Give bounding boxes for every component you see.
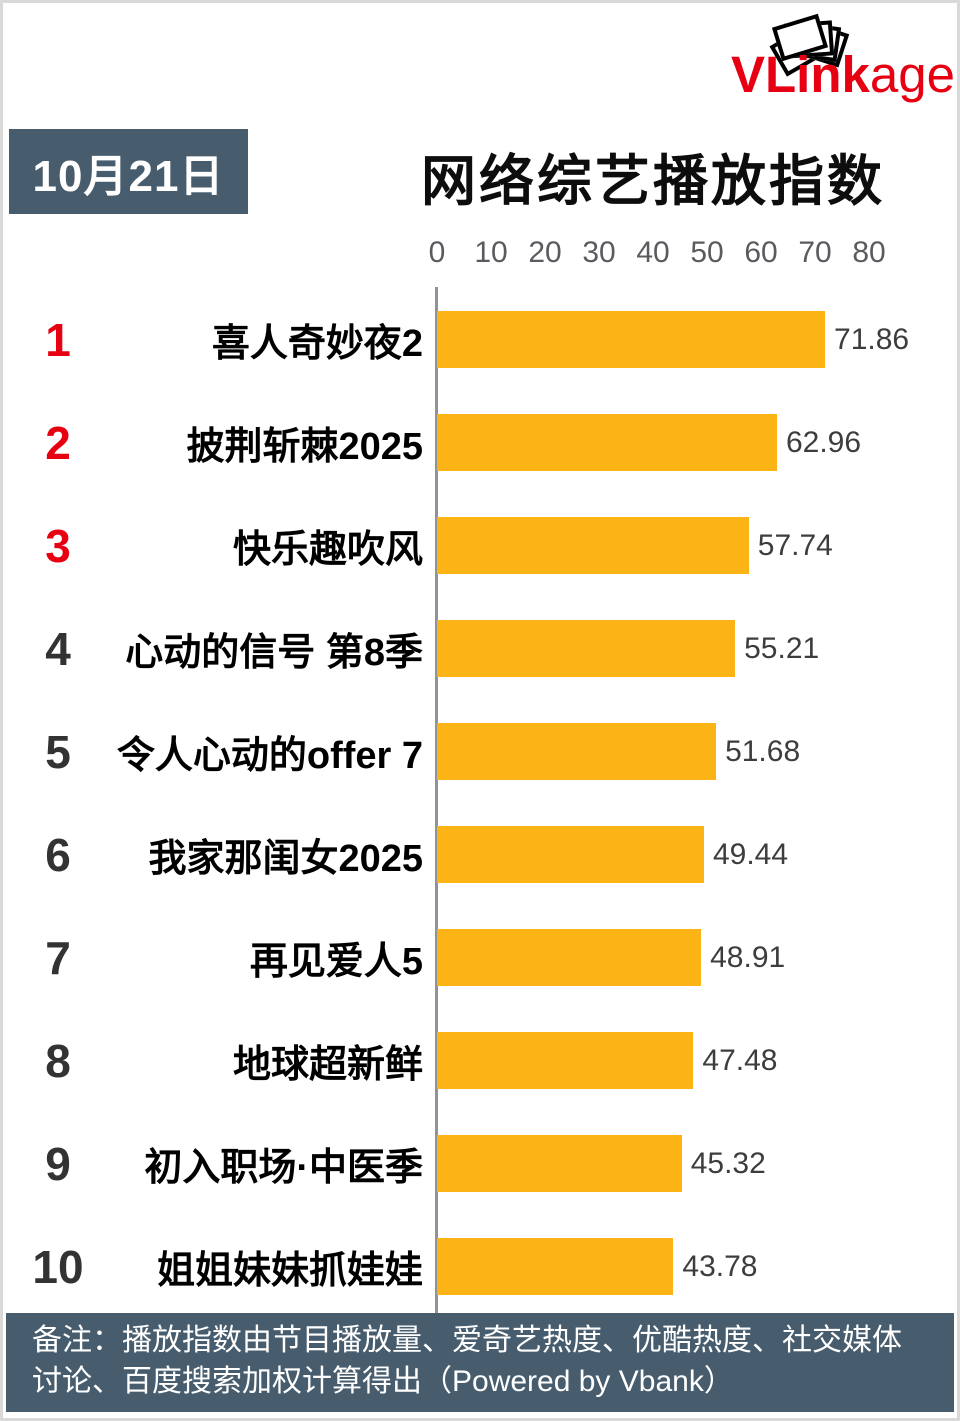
rank-number: 2 <box>45 416 71 469</box>
program-name: 披荆斩棘2025 <box>186 426 423 468</box>
bar-plot-area: 43.78 <box>437 1238 869 1295</box>
chart-row: 5 令人心动的offer 7 51.68 <box>3 700 957 803</box>
y-axis-line <box>435 287 438 1315</box>
date-badge: 10月21日 <box>9 129 248 214</box>
bar-plot-area: 57.74 <box>437 517 869 574</box>
value-label: 49.44 <box>712 837 789 871</box>
axis-tick-label: 70 <box>798 236 832 269</box>
axis-tick-label: 80 <box>852 236 886 269</box>
value-label: 48.91 <box>710 940 786 974</box>
value-label: 55.21 <box>744 631 820 665</box>
axis-tick-label: 30 <box>582 236 616 269</box>
page-title: 网络综艺播放指数 <box>420 150 885 212</box>
value-bar <box>437 723 717 780</box>
bar-chart-rows: 1 喜人奇妙夜2 71.86 2 披荆斩棘2025 62.96 3 快乐趣吹风 … <box>3 288 957 1318</box>
rank-number: 10 <box>32 1240 84 1293</box>
program-name: 我家那闺女2025 <box>148 838 423 880</box>
chart-row: 4 心动的信号 第8季 55.21 <box>3 597 957 700</box>
bar-plot-area: 62.96 <box>437 414 869 471</box>
value-label: 51.68 <box>725 734 801 768</box>
rank-number: 4 <box>45 622 71 675</box>
chart-row: 6 我家那闺女2025 49.44 <box>3 803 957 906</box>
value-bar <box>437 620 736 677</box>
value-bar <box>437 826 704 883</box>
program-name: 喜人奇妙夜2 <box>211 323 423 365</box>
rank-number: 6 <box>45 828 71 881</box>
axis-tick-label: 0 <box>428 236 446 269</box>
program-name: 再见爱人5 <box>249 941 423 983</box>
value-label: 57.74 <box>757 528 833 562</box>
axis-tick-label: 50 <box>690 236 724 269</box>
chart-row: 8 地球超新鲜 47.48 <box>3 1009 957 1112</box>
axis-tick-label: 20 <box>528 236 562 269</box>
chart-row: 10 姐姐妹妹抓娃娃 43.78 <box>3 1215 957 1318</box>
x-axis-tick-labels: 0 10 20 30 40 50 60 70 80 <box>429 236 886 274</box>
value-bar <box>437 1238 674 1295</box>
vlinkage-logo-text: VLinkage <box>731 46 955 103</box>
value-label: 47.48 <box>702 1043 778 1077</box>
axis-tick-label: 60 <box>744 236 778 269</box>
rank-number: 1 <box>45 313 71 366</box>
footer-note: 备注：播放指数由节目播放量、爱奇艺热度、优酷热度、社交媒体讨论、百度搜索加权计算… <box>6 1313 954 1412</box>
value-label: 71.86 <box>834 322 910 356</box>
chart-row: 9 初入职场·中医季 45.32 <box>3 1112 957 1215</box>
bar-plot-area: 71.86 <box>437 311 909 368</box>
bar-plot-area: 51.68 <box>437 723 869 780</box>
bar-plot-area: 49.44 <box>437 826 869 883</box>
value-bar <box>437 311 826 368</box>
program-name: 地球超新鲜 <box>232 1044 423 1086</box>
axis-tick-label: 10 <box>474 236 508 269</box>
rank-number: 3 <box>45 519 71 572</box>
chart-row: 7 再见爱人5 48.91 <box>3 906 957 1009</box>
value-bar <box>437 1032 694 1089</box>
rank-number: 9 <box>45 1137 71 1190</box>
value-label: 43.78 <box>682 1249 758 1283</box>
value-bar <box>437 1135 682 1192</box>
logo-text-light: age <box>869 46 955 103</box>
program-name: 初入职场·中医季 <box>144 1147 423 1189</box>
bar-plot-area: 45.32 <box>437 1135 869 1192</box>
bar-plot-area: 48.91 <box>437 929 869 986</box>
chart-row: 2 披荆斩棘2025 62.96 <box>3 391 957 494</box>
value-bar <box>437 517 749 574</box>
value-bar <box>437 414 777 471</box>
chart-row: 3 快乐趣吹风 57.74 <box>3 494 957 597</box>
rank-number: 5 <box>45 725 71 778</box>
value-label: 62.96 <box>785 425 862 459</box>
bar-plot-area: 55.21 <box>437 620 869 677</box>
logo-text-bold: VLink <box>731 46 870 103</box>
program-name: 令人心动的offer 7 <box>116 735 423 777</box>
program-name: 心动的信号 第8季 <box>125 632 423 674</box>
value-bar <box>437 929 702 986</box>
program-name: 快乐趣吹风 <box>232 529 423 571</box>
chart-row: 1 喜人奇妙夜2 71.86 <box>3 288 957 391</box>
bar-plot-area: 47.48 <box>437 1032 869 1089</box>
value-label: 45.32 <box>690 1146 766 1180</box>
axis-tick-label: 40 <box>636 236 670 269</box>
program-name: 姐姐妹妹抓娃娃 <box>156 1250 423 1292</box>
rank-number: 7 <box>45 931 71 984</box>
rank-number: 8 <box>45 1034 71 1087</box>
